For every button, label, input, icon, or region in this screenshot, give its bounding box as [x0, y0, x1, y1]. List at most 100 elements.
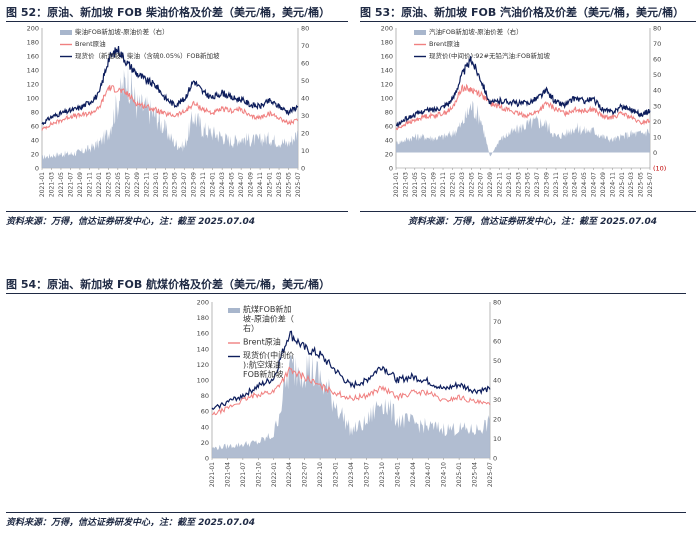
- x-tick-label: 2021-01: [209, 462, 216, 487]
- x-tick-label: 2023-05: [525, 172, 532, 197]
- y-left-tick-label: 140: [197, 345, 209, 353]
- series-product-line: [211, 330, 491, 411]
- x-tick-label: 2023-11: [200, 172, 207, 197]
- x-tick-label: 2021-03: [402, 172, 409, 197]
- series-spread-area: [42, 63, 298, 168]
- x-tick-label: 2022-07: [302, 462, 309, 487]
- title-rule-53: [360, 21, 696, 22]
- x-tick-label: 2021-09: [431, 172, 438, 197]
- x-tick-label: 2023-03: [162, 172, 169, 197]
- y-left-tick-label: 100: [197, 377, 209, 385]
- x-tick-label: 2024-01: [210, 172, 217, 197]
- series-product-line: [41, 45, 299, 126]
- y-left-tick-label: 100: [381, 95, 393, 103]
- x-tick-label: 2022-10: [317, 462, 324, 487]
- x-tick-label: 2021-07: [240, 462, 247, 487]
- title-rule-54: [6, 293, 686, 294]
- x-tick-label: 2024-11: [609, 172, 616, 197]
- x-tick-label: 2021-05: [412, 172, 419, 197]
- x-tick-label: 2023-01: [333, 462, 340, 487]
- y-right-tick-label: 30: [301, 112, 309, 120]
- y-left-tick-label: 120: [381, 81, 393, 89]
- x-tick-label: 2025-07: [295, 172, 302, 197]
- chart-jetfuel-spread: 0 20 40 60 80 100 120 140 160 180 200 0 10 20 30 40 50 60…: [197, 299, 502, 488]
- series-brent-line: [41, 84, 299, 131]
- y-right-tick-label: 20: [493, 416, 501, 424]
- y-left-tick-label: 200: [381, 25, 393, 33]
- x-tick-label: 2024-07: [591, 172, 598, 197]
- x-tick-label: 2022-04: [286, 462, 293, 487]
- source-note-53: 资料来源：万得，信达证券研发中心，注：截至 2025.07.04: [408, 217, 658, 227]
- x-tick-label: 2024-01: [562, 172, 569, 197]
- y-right-tick-label: 50: [493, 357, 501, 365]
- figure-title-52: 图 52：原油、新加坡 FOB 柴油价格及价差（美元/桶，美元/桶）: [6, 6, 331, 19]
- legend: 柴油FOB新加坡-原油价差（右） Brent原油现货价（新加坡：柴油（含硫0.05…: [60, 27, 220, 60]
- y-left-tick-label: 180: [197, 314, 209, 322]
- x-tick-label: 2022-09: [134, 172, 141, 197]
- legend-label: 现货价(中间价: [243, 350, 294, 360]
- x-tick-label: 2025-05: [638, 172, 645, 197]
- y-left-tick-label: 160: [27, 53, 39, 61]
- title-rule-52: [6, 21, 348, 22]
- x-tick-label: 2023-07: [363, 462, 370, 487]
- legend-swatch-spread: [414, 30, 426, 35]
- y-right-tick-label: 40: [653, 87, 661, 95]
- x-tick-label: 2022-01: [271, 462, 278, 487]
- legend-label: Brent原油: [75, 39, 106, 48]
- legend-swatch-spread: [228, 308, 240, 313]
- y-right-tick-label: 60: [301, 60, 309, 68]
- source-rule-52: [6, 211, 348, 212]
- y-right-tick-label: 70: [301, 42, 309, 50]
- y-right-tick-label: 70: [653, 40, 661, 48]
- x-tick-label: 2023-09: [544, 172, 551, 197]
- y-left-tick-label: 60: [385, 123, 393, 131]
- legend-label: FOB新加坡: [243, 369, 283, 379]
- x-tick-label: 2025-03: [628, 172, 635, 197]
- y-right-tick-label: 10: [653, 133, 661, 141]
- x-tick-label: 2024-01: [394, 462, 401, 487]
- y-left-tick-label: 100: [27, 95, 39, 103]
- legend-label: ):航空煤油:: [243, 360, 284, 370]
- x-tick-label: 2022-01: [96, 172, 103, 197]
- legend: 汽油FOB新加坡-原油价差（右） Brent原油现货价(中间价):92#无铅汽油:…: [414, 27, 550, 60]
- y-left-tick-label: 180: [27, 39, 39, 47]
- legend-label: 航煤FOB新加: [243, 304, 291, 314]
- y-left-tick-label: 20: [201, 439, 209, 447]
- x-tick-label: 2024-03: [572, 172, 579, 197]
- x-tick-label: 2024-05: [229, 172, 236, 197]
- x-tick-label: 2023-03: [515, 172, 522, 197]
- x-tick-label: 2021-03: [48, 172, 55, 197]
- x-tick-label: 2022-01: [449, 172, 456, 197]
- x-tick-label: 2024-09: [600, 172, 607, 197]
- y-right-tick-label: 0: [301, 165, 305, 173]
- x-tick-label: 2024-11: [257, 172, 264, 197]
- y-left-tick-label: 120: [27, 81, 39, 89]
- series-brent-line: [211, 366, 491, 416]
- x-tick-label: 2025-07: [487, 462, 494, 487]
- x-tick-label: 2025-01: [619, 172, 626, 197]
- legend-label: 现货价（新加坡：柴油（含硫0.05%）FOB新加坡: [75, 51, 220, 60]
- source-note-54: 资料来源：万得，信达证券研发中心，注：截至 2025.07.04: [6, 518, 256, 528]
- y-left-tick-label: 20: [385, 151, 393, 159]
- x-tick-label: 2025-01: [267, 172, 274, 197]
- y-left-tick-label: 0: [205, 455, 209, 463]
- x-tick-label: 2023-01: [506, 172, 513, 197]
- x-tick-label: 2023-10: [379, 462, 386, 487]
- legend-label: Brent原油: [429, 39, 460, 48]
- figure-title-54: 图 54：原油、新加坡 FOB 航煤价格及价差（美元/桶，美元/桶）: [6, 278, 331, 291]
- y-right-tick-label: 30: [493, 396, 501, 404]
- x-tick-label: 2025-01: [456, 462, 463, 487]
- y-right-tick-label: 50: [301, 77, 309, 85]
- figure-title-53: 图 53：原油、新加坡 FOB 汽油价格及价差（美元/桶，美元/桶）: [360, 6, 685, 19]
- x-tick-label: 2021-05: [58, 172, 65, 197]
- y-left-tick-label: 140: [381, 67, 393, 75]
- x-tick-label: 2021-04: [224, 462, 231, 487]
- x-tick-label: 2023-11: [553, 172, 560, 197]
- legend-label: 右）: [243, 323, 259, 333]
- x-tick-label: 2021-11: [86, 172, 93, 197]
- x-tick-label: 2022-07: [478, 172, 485, 197]
- legend-label: 坡-原油价差（: [243, 314, 294, 324]
- y-left-tick-label: 20: [31, 151, 39, 159]
- x-tick-label: 2021-01: [393, 172, 400, 197]
- x-tick-label: 2023-01: [153, 172, 160, 197]
